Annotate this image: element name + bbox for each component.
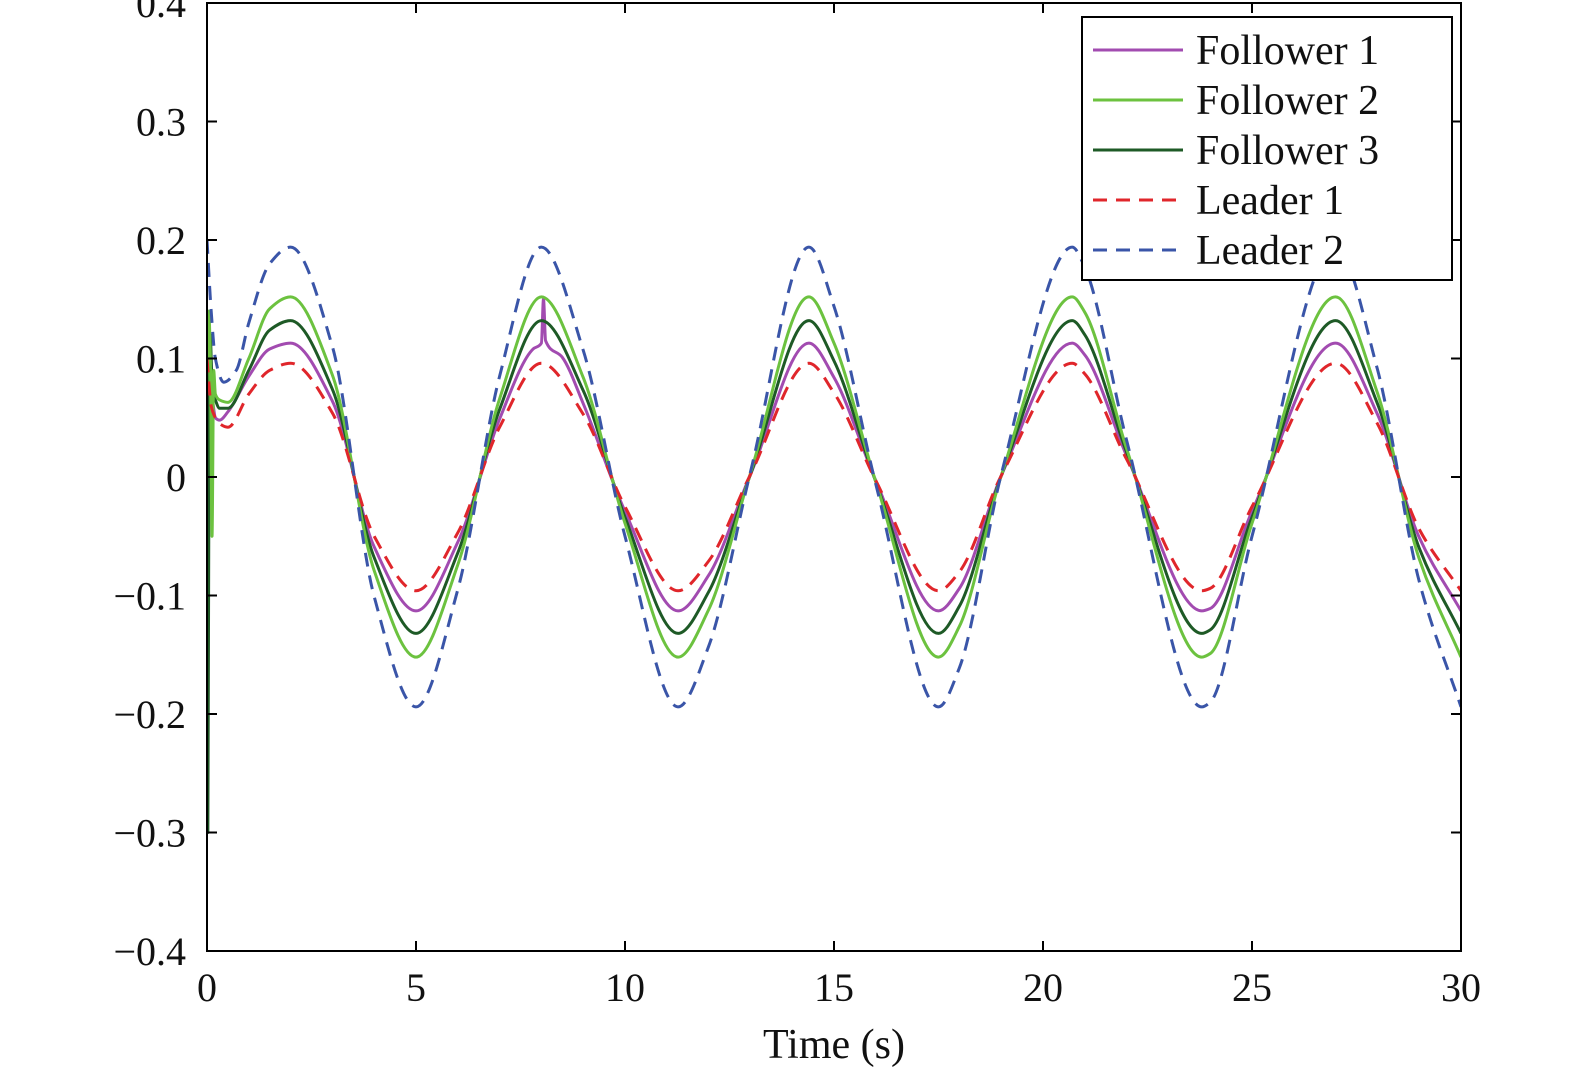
series-layer: [207, 239, 1461, 834]
plot-frame: [206, 2, 1462, 952]
y-tick-label: 0.2: [136, 218, 186, 263]
legend-label: Leader 1: [1196, 178, 1344, 224]
legend-label: Leader 2: [1196, 228, 1344, 274]
x-tick-label: 20: [1023, 965, 1063, 1010]
x-tick-label: 30: [1441, 965, 1481, 1010]
legend-label: Follower 1: [1196, 28, 1379, 74]
series-line-follower-2: [207, 295, 1461, 659]
x-tick-label: 0: [197, 965, 217, 1010]
legend-label: Follower 3: [1196, 128, 1379, 174]
x-tick-labels: 0 5 10 15 20 25 30: [197, 965, 1481, 1010]
x-axis-title: Time (s): [763, 1022, 905, 1068]
y-tick-label: 0.1: [136, 337, 186, 382]
x-tick-label: 10: [605, 965, 645, 1010]
y-tick-labels: 0.4 0.3 0.2 0.1 0 −0.1 −0.2 −0.3 −0.4: [113, 0, 186, 974]
y-tick-label: −0.1: [113, 574, 186, 619]
series-line-leader-2: [207, 239, 1461, 709]
y-tick-label: −0.2: [113, 692, 186, 737]
y-tick-label: −0.3: [113, 811, 186, 856]
series-line-follower-1: [207, 297, 1461, 613]
x-tick-label: 15: [814, 965, 854, 1010]
x-tick-label: 5: [406, 965, 426, 1010]
y-tick-label: −0.4: [113, 929, 186, 974]
y-tick-label: 0.3: [136, 100, 186, 145]
legend-label: Follower 2: [1196, 78, 1379, 124]
y-tick-label: 0: [166, 455, 186, 500]
y-tick-label: 0.4: [136, 0, 186, 26]
series-line-leader-1: [207, 358, 1461, 593]
x-tick-label: 25: [1232, 965, 1272, 1010]
